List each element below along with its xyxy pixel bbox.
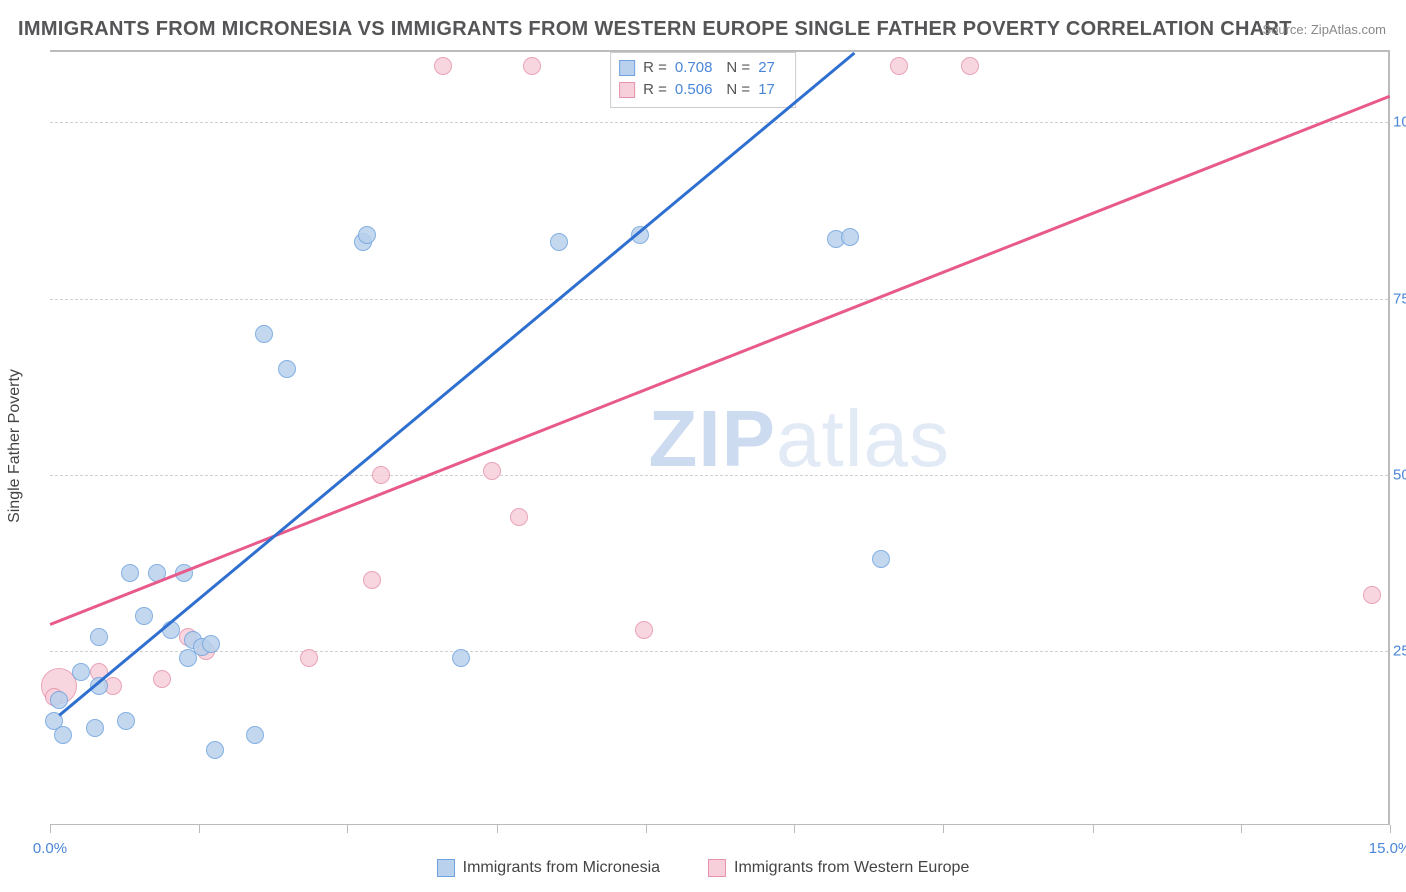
data-point-blue: [255, 325, 273, 343]
legend-swatch: [437, 859, 455, 877]
data-point-blue: [278, 360, 296, 378]
data-point-pink: [300, 649, 318, 667]
legend-label: Immigrants from Micronesia: [463, 859, 660, 877]
plot-area: ZIPatlas 25.0%50.0%75.0%100.0%0.0%15.0%: [50, 50, 1390, 825]
n-value: 27: [758, 57, 775, 79]
r-value: 0.708: [675, 57, 713, 79]
x-axis: [50, 824, 1388, 825]
data-point-blue: [358, 226, 376, 244]
data-point-pink: [523, 57, 541, 75]
gridline: [50, 651, 1388, 652]
x-tick: [50, 825, 51, 833]
data-point-blue: [452, 649, 470, 667]
x-tick: [497, 825, 498, 833]
series-legend: Immigrants from Micronesia Immigrants fro…: [0, 859, 1406, 882]
x-tick-label: 0.0%: [33, 840, 67, 857]
data-point-pink: [363, 571, 381, 589]
x-tick: [199, 825, 200, 833]
trendline-pink: [50, 94, 1391, 625]
data-point-blue: [117, 712, 135, 730]
x-tick: [1093, 825, 1094, 833]
data-point-blue: [54, 726, 72, 744]
data-point-blue: [550, 233, 568, 251]
data-point-pink: [635, 621, 653, 639]
data-point-pink: [434, 57, 452, 75]
data-point-blue: [86, 719, 104, 737]
stat-legend: R = 0.708 N = 27 R = 0.506 N = 17: [610, 52, 796, 108]
legend-item: Immigrants from Micronesia: [437, 859, 660, 877]
data-point-pink: [890, 57, 908, 75]
y-tick-label: 100.0%: [1393, 114, 1406, 131]
n-label: N =: [726, 57, 750, 79]
chart-title: IMMIGRANTS FROM MICRONESIA VS IMMIGRANTS…: [18, 18, 1292, 41]
trendline-blue: [58, 52, 855, 716]
data-point-pink: [153, 670, 171, 688]
legend-label: Immigrants from Western Europe: [734, 859, 969, 877]
data-point-blue: [121, 564, 139, 582]
data-point-blue: [90, 628, 108, 646]
stat-legend-row: R = 0.506 N = 17: [619, 79, 783, 101]
x-tick: [943, 825, 944, 833]
legend-swatch: [619, 82, 635, 98]
data-point-pink: [372, 466, 390, 484]
x-tick: [1390, 825, 1391, 833]
x-tick: [1241, 825, 1242, 833]
data-point-blue: [72, 663, 90, 681]
n-value: 17: [758, 79, 775, 101]
gridline: [50, 299, 1388, 300]
data-point-blue: [135, 607, 153, 625]
data-point-pink: [961, 57, 979, 75]
x-tick: [347, 825, 348, 833]
x-tick: [794, 825, 795, 833]
r-value: 0.506: [675, 79, 713, 101]
data-point-blue: [202, 635, 220, 653]
y-tick-label: 75.0%: [1393, 290, 1406, 307]
x-tick: [646, 825, 647, 833]
data-point-pink: [1363, 586, 1381, 604]
data-point-blue: [50, 691, 68, 709]
data-point-blue: [841, 228, 859, 246]
watermark: ZIPatlas: [649, 393, 950, 485]
data-point-pink: [483, 462, 501, 480]
y-tick-label: 25.0%: [1393, 642, 1406, 659]
data-point-pink: [510, 508, 528, 526]
data-point-blue: [206, 741, 224, 759]
gridline: [50, 122, 1388, 123]
x-tick-label: 15.0%: [1369, 840, 1406, 857]
legend-swatch: [619, 60, 635, 76]
data-point-blue: [246, 726, 264, 744]
source-label: Source: ZipAtlas.com: [1262, 22, 1386, 37]
y-tick-label: 50.0%: [1393, 466, 1406, 483]
data-point-blue: [872, 550, 890, 568]
legend-item: Immigrants from Western Europe: [708, 859, 969, 877]
r-label: R =: [643, 57, 667, 79]
r-label: R =: [643, 79, 667, 101]
y-axis-label: Single Father Poverty: [6, 369, 24, 523]
n-label: N =: [726, 79, 750, 101]
stat-legend-row: R = 0.708 N = 27: [619, 57, 783, 79]
legend-swatch: [708, 859, 726, 877]
gridline: [50, 475, 1388, 476]
